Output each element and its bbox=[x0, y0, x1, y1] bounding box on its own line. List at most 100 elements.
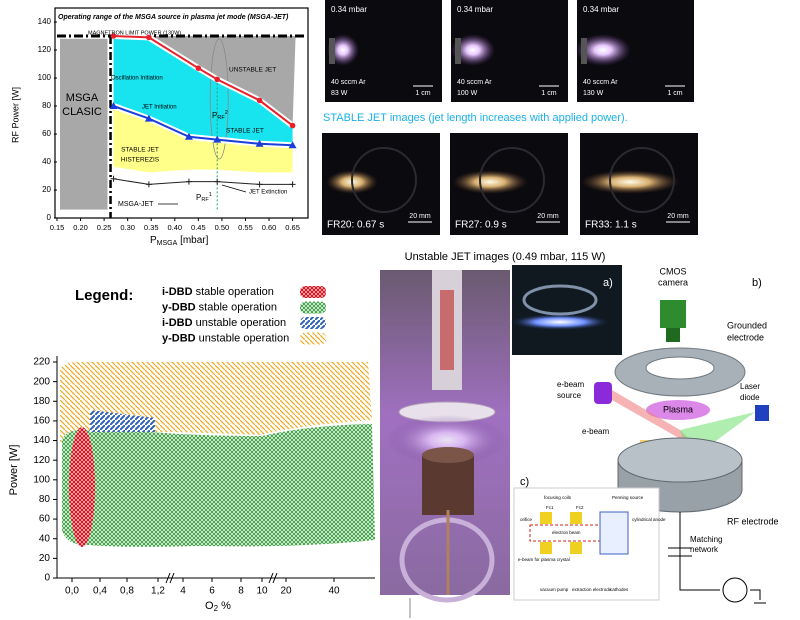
legend-entry: y-DBD stable operation bbox=[162, 301, 277, 313]
red-region bbox=[69, 427, 95, 547]
x-tick-label: 0,4 bbox=[93, 586, 107, 597]
x-tick-label: 0.45 bbox=[191, 223, 206, 232]
legend-title: Legend: bbox=[75, 287, 133, 304]
x-tick-label: 4 bbox=[180, 586, 186, 597]
panel-label: a) bbox=[603, 277, 613, 289]
wire bbox=[668, 512, 766, 604]
x-tick-label: 0.35 bbox=[144, 223, 159, 232]
prf-part: RF bbox=[201, 197, 209, 203]
arrow bbox=[221, 184, 247, 193]
scale-label: 20 mm bbox=[537, 213, 559, 220]
x-tick-label: 0.20 bbox=[73, 223, 88, 232]
photo-caption: 0.34 mbar bbox=[457, 5, 493, 14]
region-label: UNSTABLE JET bbox=[229, 67, 276, 74]
inset-label: focusing coils bbox=[544, 495, 572, 500]
legend-text: stable operation bbox=[193, 286, 274, 298]
diagram-label: diode bbox=[740, 393, 760, 402]
electrode bbox=[329, 38, 335, 64]
inset-label: vacuum pump bbox=[540, 587, 569, 592]
diagram-label: Laser bbox=[740, 382, 760, 391]
point bbox=[110, 175, 117, 182]
x-axis-label: PMSGA [mbar] bbox=[150, 235, 209, 247]
inset-label: Penning source bbox=[612, 495, 644, 500]
legend-swatch bbox=[300, 301, 326, 314]
series-line bbox=[113, 35, 294, 127]
point bbox=[289, 181, 296, 188]
camera-lens bbox=[666, 328, 680, 342]
axis-break bbox=[165, 572, 175, 584]
point bbox=[195, 65, 202, 71]
prf-part: 2 bbox=[225, 110, 228, 116]
point bbox=[214, 178, 221, 185]
inset-label: cylindrical anode bbox=[632, 517, 666, 522]
x-tick-label: 0,0 bbox=[65, 586, 79, 597]
frame-label: FR20: 0.67 s bbox=[327, 220, 384, 231]
legend-key: i-DBD bbox=[162, 317, 193, 329]
grounded-hole bbox=[645, 356, 715, 380]
unstable-region bbox=[113, 36, 296, 126]
diagram-label: Matching bbox=[690, 535, 722, 544]
diagram-label: electrode bbox=[727, 332, 764, 342]
legend-entry: i-DBD stable operation bbox=[162, 286, 274, 298]
series-line bbox=[113, 178, 293, 185]
annotation: JET Extinction bbox=[249, 190, 287, 196]
legend-key: i-DBD bbox=[162, 286, 193, 298]
x-label-part: 2 bbox=[214, 604, 219, 613]
scale-label: 1 cm bbox=[541, 90, 556, 97]
diagram-label: CMOS bbox=[660, 266, 687, 276]
inset-photo bbox=[512, 265, 622, 355]
point bbox=[145, 181, 152, 188]
photo-caption: 40 sccm Ar bbox=[583, 79, 618, 86]
prf-part: RF bbox=[217, 115, 225, 121]
inset-ring bbox=[522, 284, 598, 316]
x-tick-label: 0,8 bbox=[120, 586, 134, 597]
point bbox=[256, 97, 263, 104]
point bbox=[288, 141, 297, 149]
chamber-ring bbox=[479, 147, 545, 213]
y-tick-label: 160 bbox=[33, 416, 50, 427]
legend-key: y-DBD bbox=[162, 332, 196, 344]
point bbox=[289, 122, 296, 129]
series-line bbox=[113, 105, 293, 147]
x-tick-label: 20 bbox=[280, 586, 292, 597]
point bbox=[109, 102, 118, 109]
x-tick-label: 40 bbox=[328, 586, 340, 597]
y-tick-label: 220 bbox=[33, 357, 50, 368]
scale-label: 20 mm bbox=[409, 213, 431, 220]
x-tick-label: 0.50 bbox=[215, 223, 230, 232]
classic-region bbox=[60, 38, 108, 210]
inset-label: electron beam bbox=[552, 530, 581, 535]
point bbox=[214, 76, 220, 83]
photo-caption: 100 W bbox=[457, 90, 478, 97]
photo-caption: 83 W bbox=[331, 90, 348, 97]
green-region bbox=[62, 424, 375, 547]
legend-text: unstable operation bbox=[193, 317, 287, 329]
point bbox=[256, 181, 263, 188]
y-tick-label: 20 bbox=[39, 553, 51, 564]
y-tick-label: 180 bbox=[33, 396, 50, 407]
region-label: MSGA-JET bbox=[118, 201, 154, 208]
stable-region bbox=[113, 36, 293, 146]
x-tick-label: 0.40 bbox=[167, 223, 182, 232]
photo-caption: 0.34 mbar bbox=[331, 5, 367, 14]
x-tick-label: 0.15 bbox=[50, 223, 65, 232]
point bbox=[255, 139, 264, 147]
plasma-glow bbox=[451, 34, 495, 66]
legend-key: y-DBD bbox=[162, 301, 196, 313]
coil bbox=[570, 542, 582, 554]
point bbox=[184, 132, 193, 140]
region-label: STABLE JET bbox=[226, 128, 264, 135]
y-axis-label: RF Power [W] bbox=[10, 87, 20, 143]
y-tick-label: 80 bbox=[39, 494, 51, 505]
camera bbox=[660, 300, 686, 328]
point bbox=[144, 114, 153, 122]
diagram-label: source bbox=[557, 391, 582, 400]
y-tick-label: 100 bbox=[38, 73, 52, 82]
diagram-label: e-beam bbox=[582, 427, 609, 436]
y-tick-label: 200 bbox=[33, 376, 50, 387]
region-label: HISTEREZIS bbox=[121, 157, 160, 164]
diagram-label: e-beam bbox=[557, 380, 584, 389]
electrode bbox=[455, 38, 461, 64]
inset-label: extraction electrode bbox=[572, 587, 612, 592]
